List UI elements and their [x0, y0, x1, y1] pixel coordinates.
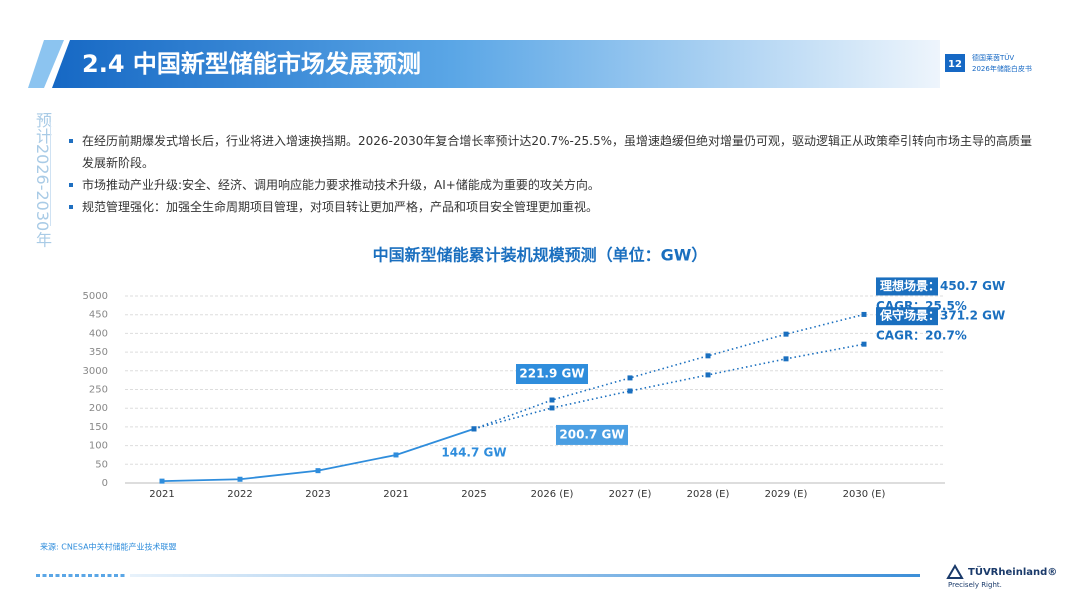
x-tick-label: 2021 — [383, 489, 408, 500]
point — [159, 478, 165, 484]
value-label: 200.7 GW — [559, 427, 624, 441]
y-tick-label: 250 — [89, 385, 108, 396]
footer-dot — [55, 574, 60, 577]
footer-dot — [107, 574, 112, 577]
doc-name: 2026年储能白皮书 — [972, 64, 1032, 73]
x-tick-label: 2030 (E) — [843, 489, 886, 500]
y-tick-label: 50 — [95, 459, 108, 470]
x-tick-label: 2021 — [149, 489, 174, 500]
series-line — [161, 428, 475, 483]
y-tick-label: 400 — [89, 328, 108, 339]
footer-dot — [114, 574, 118, 577]
footer-dot — [81, 574, 86, 577]
footer-dot — [68, 574, 73, 577]
x-tick-label: 2027 (E) — [609, 489, 652, 500]
point — [705, 353, 711, 359]
scenario-name: 保守场景： — [879, 308, 940, 323]
logo-icon — [946, 564, 964, 579]
page-number: 12 — [948, 59, 962, 70]
scenario-box — [876, 307, 938, 326]
point — [861, 311, 867, 317]
side-label: 预计2026-2030年 — [33, 112, 52, 248]
footer-dot — [88, 574, 92, 577]
point — [783, 356, 789, 362]
x-tick-label: 2026 (E) — [531, 489, 574, 500]
footer-dot — [49, 574, 53, 577]
series-line — [473, 343, 865, 430]
point — [705, 372, 711, 378]
x-tick-label: 2029 (E) — [765, 489, 808, 500]
x-tick-label: 2023 — [305, 489, 330, 500]
value-label: 450.7 GW — [940, 279, 1005, 293]
label-box — [556, 424, 628, 445]
y-tick-label: 350 — [89, 347, 108, 358]
footer-dot — [120, 574, 125, 577]
bullet: 在经历前期爆发式增长后，行业将进入增速换挡期。2026-2030年复合增长率预计… — [69, 130, 1042, 174]
x-tick-label: 2028 (E) — [687, 489, 730, 500]
header-title: 2.4 中国新型储能市场发展预测 — [82, 50, 421, 78]
tagline: Precisely Right. — [948, 581, 1002, 589]
y-tick-label: 100 — [89, 441, 108, 452]
chart-title: 中国新型储能累计装机规模预测（单位：GW） — [373, 246, 708, 265]
point — [549, 405, 555, 411]
y-tick-label: 5000 — [83, 291, 108, 302]
header-accent — [28, 40, 64, 88]
footer-bar — [130, 574, 920, 577]
point — [471, 426, 477, 432]
bullet: 市场推动产业升级:安全、经济、调用响应能力要求推动技术升级，AI+储能成为重要的… — [69, 174, 1042, 196]
point — [627, 375, 633, 381]
x-tick-label: 2025 — [461, 489, 486, 500]
bullet: 规范管理强化：加强全生命周期项目管理，对项目转让更加严格，产品和项目安全管理更加… — [69, 196, 1042, 218]
header-band — [52, 40, 940, 88]
scenario-box — [876, 277, 938, 296]
point — [237, 476, 243, 482]
y-tick-label: 3000 — [83, 366, 108, 377]
y-tick-label: 0 — [102, 478, 108, 489]
value-label: 144.7 GW — [441, 445, 506, 459]
footer-dot — [42, 574, 47, 577]
x-tick-label: 2022 — [227, 489, 252, 500]
footer-dot — [94, 574, 99, 577]
point — [627, 388, 633, 394]
footer-dot — [36, 574, 40, 577]
point — [783, 331, 789, 337]
point — [315, 468, 321, 474]
page-badge — [945, 54, 965, 72]
brand: 德国莱茵TÜV — [972, 53, 1014, 62]
logo: TÜVRheinland® — [968, 564, 1057, 578]
y-tick-label: 450 — [89, 310, 108, 321]
point — [393, 452, 399, 458]
footer-dot — [62, 574, 66, 577]
cagr: CAGR：20.7% — [876, 329, 967, 343]
label-box — [516, 364, 588, 385]
point — [861, 341, 867, 347]
value-label: 371.2 GW — [940, 309, 1005, 323]
y-tick-label: 150 — [89, 422, 108, 433]
side-rule — [50, 122, 51, 226]
scenario-name: 理想场景： — [880, 278, 940, 293]
footer-dot — [75, 574, 79, 577]
y-tick-label: 200 — [89, 403, 108, 414]
footer-dot — [101, 574, 105, 577]
point — [549, 397, 555, 403]
value-label: 221.9 GW — [519, 367, 584, 381]
source: 来源: CNESA中关村储能产业技术联盟 — [40, 542, 177, 552]
